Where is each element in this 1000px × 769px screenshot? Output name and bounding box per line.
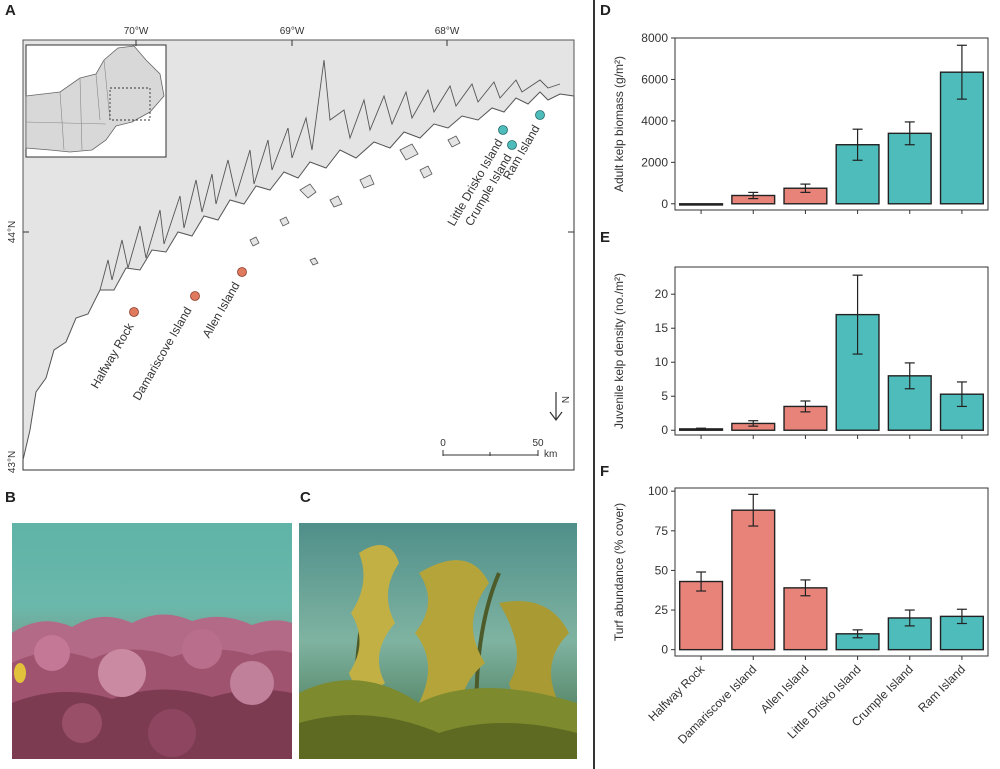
y-axis-label: Adult kelp biomass (g/m²) [612,56,626,192]
inset-borders [25,59,111,151]
scale-bar: 0 50 km [440,438,557,460]
y-tick-label: 8000 [641,31,668,45]
y-tick-label: 15 [655,321,669,335]
y-axis-label: Juvenile kelp density (no./m²) [612,273,626,429]
scale-fifty: 50 [532,438,544,449]
y-tick-label: 10 [655,355,669,369]
north-arrow-icon: N [549,392,570,421]
plot-frame [674,487,989,657]
panel-label-d: D [600,2,611,19]
y-tick-label: 75 [655,524,669,538]
panel-label-b: B [5,489,16,506]
y-tick-label: 2000 [641,155,668,169]
y-axis-label: Turf abundance (% cover) [612,503,626,641]
lon-label-68w: 68°W [435,26,460,37]
plot-frame [674,37,989,211]
photo-kelp-forest [299,523,577,759]
y-tick-label: 4000 [641,114,668,128]
bar [678,203,724,206]
y-tick-label: 50 [655,563,669,577]
bar [783,587,828,651]
y-tick-label: 0 [661,197,668,211]
panel-label-c: C [300,489,311,506]
panel-label-e: E [600,229,611,246]
scale-unit: km [544,449,557,460]
bar [731,509,776,651]
north-label: N [559,396,570,403]
panel-label-a: A [5,2,16,19]
photo-turf-reef [12,523,292,759]
panel-label-f: F [600,463,610,480]
x-tick-label: Ram Island [915,662,968,715]
y-tick-label: 6000 [641,72,668,86]
y-tick-label: 0 [661,423,668,437]
column-divider [593,0,595,769]
plot-frame [674,266,989,436]
map-panel: 70°W 69°W 68°W 44°N 43°N Halfway Rock Da… [7,26,575,473]
scale-zero: 0 [440,438,446,449]
y-tick-label: 100 [648,484,668,498]
lon-label-70w: 70°W [124,26,149,37]
y-tick-label: 5 [661,389,668,403]
bar [678,580,724,651]
y-tick-label: 25 [655,603,669,617]
y-tick-label: 20 [655,287,669,301]
y-tick-label: 0 [661,643,668,657]
lon-label-69w: 69°W [280,26,305,37]
map-coast-detail [99,59,561,291]
lat-label-43n: 43°N [7,451,18,473]
lat-label-44n: 44°N [7,221,18,243]
map-islands [249,135,461,266]
x-tick-label: Allen Island [758,662,812,716]
inset-extent-box [109,87,151,121]
